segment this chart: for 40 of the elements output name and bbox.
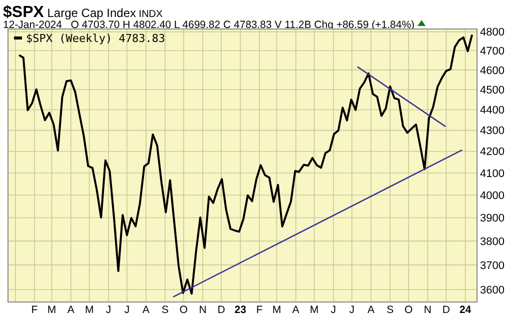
x-tick-label: J [106,304,112,316]
x-tick-label: M [310,304,319,316]
y-tick-label: 3600 [480,284,504,296]
legend-label: $SPX (Weekly) 4783.83 [26,32,166,45]
y-tick-label: 4800 [480,26,504,39]
y-tick-label: 4000 [480,190,504,202]
y-tick-label: 3700 [480,260,504,272]
x-tick-label: A [142,304,150,316]
x-tick-label: J [349,304,355,316]
y-tick-label: 4700 [480,46,504,58]
x-tick-label: J [124,304,130,316]
y-tick-label: 4100 [480,168,504,180]
x-tick-label: M [84,304,94,316]
x-tick-label: D [217,304,226,316]
x-tick-label: O [180,304,188,316]
y-tick-label: 4600 [480,64,504,77]
x-tick-label: N [424,304,432,316]
y-tick-label: 4500 [480,84,504,96]
x-tick-label: M [272,304,282,316]
y-tick-label: 4300 [480,125,504,138]
x-tick-label: A [367,304,375,316]
x-tick-label: J [330,304,336,316]
chart-title: $SPX Large Cap Index INDX [3,4,164,21]
x-tick-label: 24 [459,304,472,316]
y-tick-label: 3800 [480,236,504,248]
y-tick-label: 4400 [480,104,504,117]
x-tick-label: A [292,304,300,316]
y-tick-label: 4200 [480,146,504,158]
x-tick-label: N [198,304,207,316]
x-tick-label: F [256,304,263,316]
line-series [18,34,474,295]
x-tick-label: D [442,304,450,316]
y-tick-label: 3900 [480,212,504,225]
x-tick-label: M [47,304,56,316]
x-tick-label: 23 [234,304,246,316]
x-tick-label: S [386,304,394,316]
x-tick-label: S [162,304,169,316]
x-tick-label: A [67,304,74,316]
x-tick-label: O [404,304,413,316]
x-tick-label: F [31,304,38,316]
